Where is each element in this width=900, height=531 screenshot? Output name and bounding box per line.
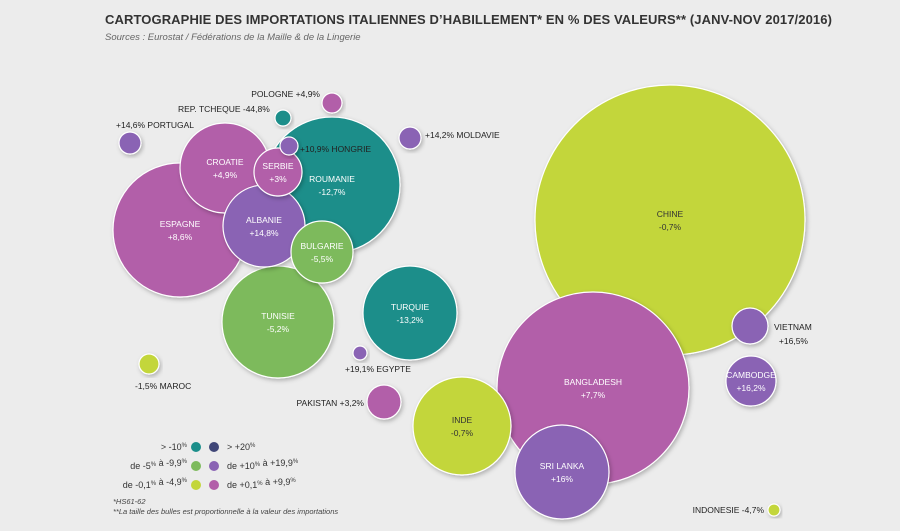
- value-chine: -0,7%: [659, 222, 682, 232]
- legend-label-3: de +10% à +19,9%: [227, 458, 299, 471]
- label-turquie: TURQUIE: [391, 302, 430, 312]
- label-serbie: SERBIE: [262, 161, 294, 171]
- label-hongrie: +10,9% HONGRIE: [300, 144, 371, 154]
- value-serbie: +3%: [269, 174, 287, 184]
- value-tunisie: -5,2%: [267, 324, 290, 334]
- bubble-hongrie: [279, 136, 299, 156]
- value-inde: -0,7%: [451, 428, 474, 438]
- bubble-vietnam: [731, 307, 769, 345]
- label-pologne: POLOGNE +4,9%: [251, 89, 320, 99]
- bubble-pologne: [321, 92, 343, 114]
- label-sri-lanka: SRI LANKA: [540, 461, 585, 471]
- label-cambodge: CAMBODGE: [726, 370, 776, 380]
- label-croatie: CROATIE: [206, 157, 243, 167]
- label-egypte: +19,1% EGYPTE: [345, 364, 411, 374]
- chart-title: CARTOGRAPHIE DES IMPORTATIONS ITALIENNES…: [105, 12, 833, 27]
- label-albanie: ALBANIE: [246, 215, 282, 225]
- label-espagne: ESPAGNE: [160, 219, 201, 229]
- label-chine: CHINE: [657, 209, 684, 219]
- bubble-bulgarie: [290, 220, 354, 284]
- value-sri-lanka: +16%: [551, 474, 573, 484]
- bubble-serbie: [253, 147, 303, 197]
- footnote-2: **La taille des bulles est proportionnel…: [113, 507, 338, 516]
- bubble-rep-tcheque: [274, 109, 292, 127]
- bubble-indonesie: [767, 503, 781, 517]
- label-inde: INDE: [452, 415, 473, 425]
- label-bulgarie: BULGARIE: [301, 241, 344, 251]
- value-bangladesh: +7,7%: [581, 390, 606, 400]
- legend-label-0: > -10%: [161, 442, 188, 452]
- label-moldavie: +14,2% MOLDAVIE: [425, 130, 500, 140]
- bubble-inde: [412, 376, 512, 476]
- legend-dot-1: [209, 442, 219, 452]
- label-portugal: +14,6% PORTUGAL: [116, 120, 194, 130]
- footnote-1: *HS61-62: [113, 497, 146, 506]
- value-vietnam: +16,5%: [779, 336, 809, 346]
- bubble-tunisie: [221, 265, 335, 379]
- bubble-maroc: [138, 353, 160, 375]
- legend-dot-4: [191, 480, 201, 490]
- value-roumanie: -12,7%: [319, 187, 346, 197]
- label-bangladesh: BANGLADESH: [564, 377, 622, 387]
- bubble-portugal: [118, 131, 142, 155]
- label-tunisie: TUNISIE: [261, 311, 295, 321]
- label-indonesie: INDONESIE -4,7%: [693, 505, 765, 515]
- value-croatie: +4,9%: [213, 170, 238, 180]
- bubble-moldavie: [398, 126, 422, 150]
- label-vietnam: VIETNAM: [774, 322, 812, 332]
- bubble-cambodge: [725, 355, 777, 407]
- legend-dot-5: [209, 480, 219, 490]
- legend-label-1: > +20%: [227, 442, 256, 452]
- legend-label-5: de +0,1% à +9,9%: [227, 477, 296, 490]
- value-cambodge: +16,2%: [736, 383, 766, 393]
- value-bulgarie: -5,5%: [311, 254, 334, 264]
- value-albanie: +14,8%: [249, 228, 279, 238]
- bubble-turquie: [362, 265, 458, 361]
- value-espagne: +8,6%: [168, 232, 193, 242]
- legend-dot-2: [191, 461, 201, 471]
- legend-label-2: de -5% à -9,9%: [130, 458, 187, 471]
- chart-sources: Sources : Eurostat / Fédérations de la M…: [105, 32, 361, 43]
- legend-label-4: de -0,1% à -4,9%: [123, 477, 188, 490]
- label-pakistan: PAKISTAN +3,2%: [297, 398, 365, 408]
- label-roumanie: ROUMANIE: [309, 174, 355, 184]
- label-rep-tcheque: REP. TCHEQUE -44,8%: [178, 104, 270, 114]
- bubble-pakistan: [366, 384, 402, 420]
- legend-dot-0: [191, 442, 201, 452]
- legend-dot-3: [209, 461, 219, 471]
- bubble-egypte: [352, 345, 368, 361]
- bubble-sri-lanka: [514, 424, 610, 520]
- value-turquie: -13,2%: [397, 315, 424, 325]
- label-maroc: -1,5% MAROC: [135, 381, 191, 391]
